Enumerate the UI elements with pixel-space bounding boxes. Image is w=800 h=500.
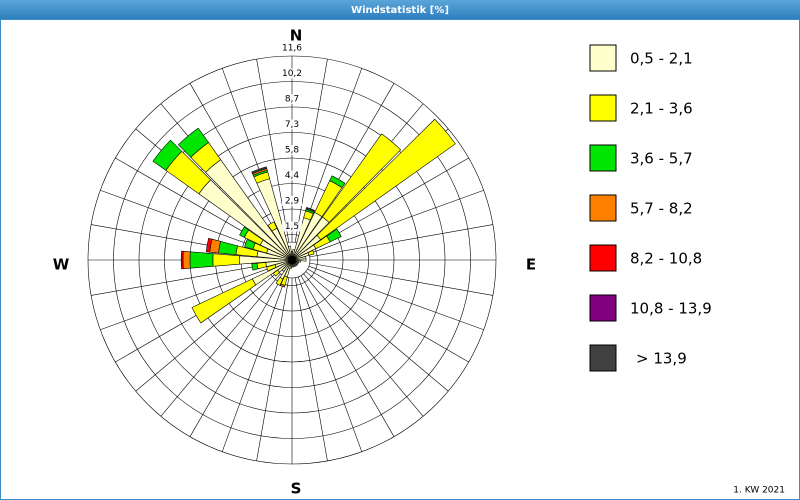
legend-label: 0,5 - 2,1 xyxy=(630,50,693,68)
spoke xyxy=(294,277,328,461)
title-bar xyxy=(0,0,800,19)
legend-swatch xyxy=(589,144,617,172)
spoke xyxy=(309,262,493,296)
rose-segment xyxy=(329,175,346,189)
spoke xyxy=(297,276,363,452)
rose-segment xyxy=(244,239,256,250)
tick-label-bg xyxy=(282,94,302,104)
spoke xyxy=(308,189,484,255)
r-tick-label: 8,7 xyxy=(285,95,299,105)
spoke xyxy=(294,59,328,243)
rose-segment xyxy=(307,250,315,256)
rose-segment xyxy=(251,262,259,271)
r-tick-label: 5,8 xyxy=(285,146,300,156)
rose-segment xyxy=(212,253,240,267)
compass-label: E xyxy=(526,256,536,274)
spoke xyxy=(135,271,279,392)
rose-segment xyxy=(189,251,214,269)
tick-label-bg xyxy=(282,43,302,53)
spoke xyxy=(308,265,484,331)
compass-label: W xyxy=(53,256,70,274)
spoke xyxy=(91,262,275,296)
legend-label: 5,7 - 8,2 xyxy=(630,200,693,218)
legend-label: 3,6 - 5,7 xyxy=(630,150,693,168)
r-tick-label: 10,2 xyxy=(282,69,302,79)
rose-segment xyxy=(279,283,286,288)
legend-swatch xyxy=(589,44,617,72)
spoke xyxy=(256,277,290,461)
spoke xyxy=(100,265,276,331)
legend-label: 8,2 - 10,8 xyxy=(630,250,702,268)
rose-segment xyxy=(275,276,284,286)
tick-label-bg xyxy=(282,170,302,181)
legend-swatch xyxy=(589,344,617,372)
rose-segment xyxy=(288,245,293,261)
rose-segment xyxy=(180,250,184,270)
footer-note: 1. KW 2021 xyxy=(733,486,785,496)
legend-swatch xyxy=(589,194,617,222)
spoke xyxy=(221,276,287,452)
spoke xyxy=(189,83,284,245)
r-tick-label: 7,3 xyxy=(285,120,299,130)
rose-segment xyxy=(251,166,268,175)
rose-segment xyxy=(272,269,280,277)
r-tick-label: 4,4 xyxy=(285,171,300,181)
tick-label-bg xyxy=(282,221,302,232)
tick-label-bg xyxy=(282,196,302,206)
rose-segment xyxy=(191,278,257,324)
compass-label: S xyxy=(291,480,302,498)
tick-label-bg xyxy=(282,119,302,130)
rose-segment xyxy=(291,258,307,262)
rose-segment xyxy=(267,221,278,232)
legend-swatch xyxy=(589,294,617,322)
compass-label: N xyxy=(290,27,303,45)
spoke xyxy=(160,273,281,417)
legend-label: > 13,9 xyxy=(636,350,687,368)
tick-label-bg xyxy=(282,145,302,155)
rose-segment xyxy=(266,264,277,272)
rose-segment xyxy=(305,207,316,213)
spoke xyxy=(309,224,493,258)
rose-segment xyxy=(177,127,209,158)
spoke xyxy=(303,273,424,417)
r-tick-label: 11,6 xyxy=(282,44,302,54)
legend-label: 10,8 - 13,9 xyxy=(630,300,712,318)
chart-title: Windstatistik [%] xyxy=(351,5,449,16)
rose-segment xyxy=(326,228,342,243)
spoke xyxy=(300,275,395,437)
legend-label: 2,1 - 3,6 xyxy=(630,100,693,118)
rose-segment xyxy=(322,133,402,223)
spoke xyxy=(189,275,284,437)
rose-segment xyxy=(239,226,249,238)
r-tick-label: 2,9 xyxy=(285,197,300,207)
tick-label-bg xyxy=(282,68,302,79)
r-tick-label: 1,5 xyxy=(285,222,299,232)
rose-segment xyxy=(205,237,213,253)
rose-segment xyxy=(152,139,183,171)
legend-swatch xyxy=(589,94,617,122)
rose-segment xyxy=(182,250,191,270)
spoke xyxy=(305,271,449,392)
spoke xyxy=(256,59,290,243)
spoke xyxy=(307,268,469,363)
legend-swatch xyxy=(589,244,617,272)
